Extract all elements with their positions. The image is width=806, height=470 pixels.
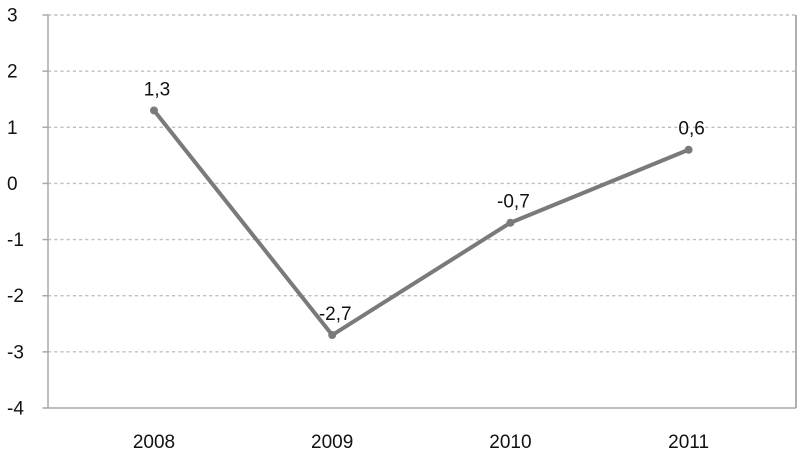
data-point-label: 1,3	[144, 79, 170, 100]
data-point-marker	[506, 218, 515, 227]
y-axis-tick-label: 1	[7, 118, 18, 139]
x-axis-category-label: 2011	[668, 432, 709, 453]
data-point-marker	[150, 106, 158, 115]
x-axis-category-label: 2010	[489, 432, 531, 453]
y-axis-tick-label: 2	[7, 62, 18, 83]
data-point-label: -2,7	[319, 304, 352, 325]
y-axis-tick-label: 0	[7, 174, 18, 195]
data-line	[152, 108, 691, 338]
data-point-label: -0,7	[497, 192, 530, 213]
y-axis-tick-label: 3	[7, 6, 18, 27]
y-axis-tick-label: -3	[7, 342, 24, 363]
x-axis-category-label: 2008	[133, 432, 175, 453]
y-axis-tick-label: -1	[7, 230, 24, 251]
y-axis-tick-label: -2	[7, 286, 24, 307]
data-point-marker	[328, 331, 337, 340]
x-axis-category-label: 2009	[311, 432, 353, 453]
data-point-label: 0,6	[678, 119, 704, 140]
y-axis-tick-label: -4	[7, 399, 24, 420]
data-point-marker	[684, 145, 693, 154]
